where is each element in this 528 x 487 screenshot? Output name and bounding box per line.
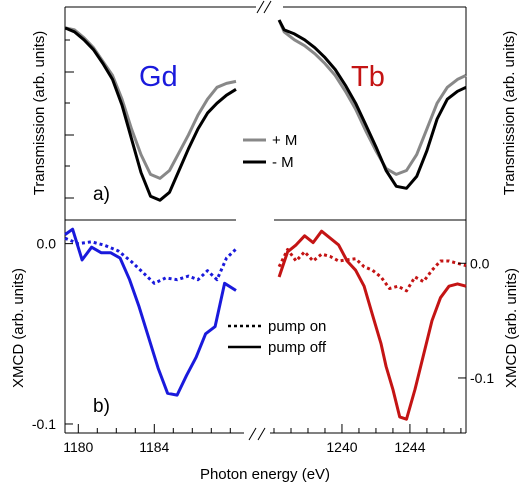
axes-frame [64,0,467,441]
series-line-tb-transmission-0 [277,19,467,176]
y-tick-label-right: 0.0 [470,255,490,271]
x-tick-label: 1244 [394,439,425,455]
x-tick-label: 1184 [139,439,169,455]
break-mark-top-2 [263,0,272,14]
panel-a-label: a) [93,184,110,205]
break-mark-top-1 [256,0,265,14]
series-line-gd-xmcd-0 [64,236,238,285]
series-line-tb-xmcd-0 [277,248,467,293]
element-label-gd: Gd [139,61,178,93]
legend-panel-b: pump on pump off [228,318,327,356]
legend-label-plus-m: + M [272,132,297,149]
legend-label-minus-m: - M [272,154,294,171]
series-line-tb-transmission-1 [277,19,467,190]
y-axis-title-right-a: Transmission (arb. units) [501,31,518,196]
break-mark-bottom-2 [257,427,266,441]
panel-b-label: b) [93,396,110,417]
y-tick-label-left: -0.1 [32,416,56,432]
x-tick-label: 1180 [63,439,93,455]
series-line-gd-transmission-1 [64,26,237,202]
y-axis-title-left-b: XMCD (arb. units) [10,268,27,388]
y-tick-label-right: -0.1 [470,370,494,386]
series-line-gd-transmission-0 [64,26,237,180]
y-axis-title-left-a: Transmission (arb. units) [31,31,48,196]
x-axis-title: Photon energy (eV) [200,466,330,483]
y-axis-title-right-b: XMCD (arb. units) [503,268,520,388]
series-line-tb-xmcd-1 [277,229,467,421]
element-label-tb: Tb [351,61,385,93]
plot-root: 0.0 -0.1 0.0 -0.1 1180 1184 1240 1244 [32,19,494,455]
y-tick-label-left: 0.0 [37,236,57,252]
break-mark-bottom-1 [248,427,257,441]
panel-a-left-ticks [65,39,74,199]
series-line-gd-xmcd-1 [64,227,237,397]
x-tick-label: 1240 [326,439,357,455]
legend-panel-a: + M - M [243,132,297,171]
legend-label-pump-on: pump on [268,318,326,335]
legend-label-pump-off: pump off [268,339,327,356]
